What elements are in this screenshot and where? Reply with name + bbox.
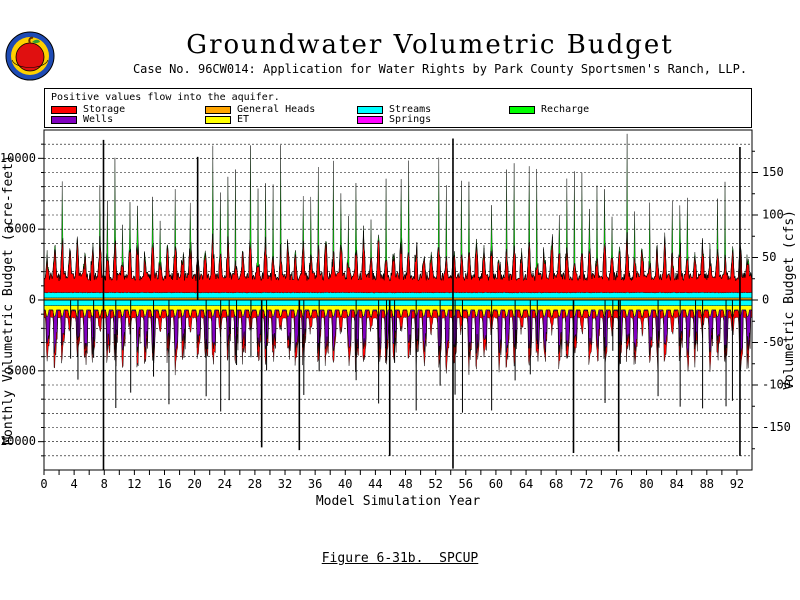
legend-heading: Positive values flow into the aquifer.: [51, 92, 280, 103]
x-tick-label: 60: [489, 477, 503, 491]
x-tick-label: 12: [127, 477, 141, 491]
y-axis-label: Monthly Volumetric Budget (acre-feet): [1, 155, 16, 445]
x-tick-label: 16: [157, 477, 171, 491]
legend-label-streams: Streams: [389, 104, 432, 115]
x-axis-label: Model Simulation Year: [316, 494, 481, 509]
y-tick-label: -10000: [0, 434, 36, 448]
x-tick-label: 8: [101, 477, 108, 491]
x-tick-label: 84: [669, 477, 683, 491]
x-tick-label: 40: [338, 477, 352, 491]
y-tick-label: 0: [29, 293, 36, 307]
x-tick-label: 92: [730, 477, 744, 491]
figure-caption-text: Figure 6-31b. SPCUP: [321, 551, 479, 566]
legend-label-storage: Storage: [83, 104, 126, 115]
legend-swatch-general-heads: [205, 105, 231, 114]
legend-swatch-storage: [51, 105, 77, 114]
legend-label-recharge: Recharge: [541, 104, 590, 115]
y2-tick-label: 100: [762, 208, 784, 222]
legend-swatch-recharge: [509, 105, 535, 114]
axes: 0 4 8 12 16 20 24 28 32 36 40 44 48 52 56 60 64 68 72 76 80 8…: [0, 129, 797, 509]
x-tick-label: 80: [639, 477, 653, 491]
legend-swatch-streams: [357, 105, 383, 114]
x-tick-label: 76: [609, 477, 623, 491]
x-tick-label: 52: [428, 477, 442, 491]
legend-item-recharge: Recharge: [509, 104, 589, 115]
x-tick-label: 36: [308, 477, 322, 491]
x-tick-label: 4: [71, 477, 78, 491]
x-tick-label: 88: [700, 477, 714, 491]
legend-swatch-wells: [51, 115, 77, 124]
legend-label-et: ET: [237, 114, 250, 125]
x-tick-label: 68: [549, 477, 563, 491]
x-tick-label: 28: [248, 477, 262, 491]
area-streams-in: [43, 291, 753, 299]
y2-tick-label: 0: [762, 293, 769, 307]
x-tick-label: 0: [40, 477, 47, 491]
x-tick-label: 20: [187, 477, 201, 491]
y2-tick-label: -150: [762, 420, 791, 434]
y2-axis-label: Volumetric Budget (cfs): [782, 210, 797, 390]
legend-item-general-heads: General Heads: [205, 104, 315, 115]
x-tick-label: 56: [459, 477, 473, 491]
area-storage-in: [43, 230, 753, 294]
area-streams-out: [43, 299, 753, 306]
figure-caption: Figure 6-31b. SPCUP: [0, 551, 800, 566]
chart-subtitle: Case No. 96CW014: Application for Water …: [132, 62, 748, 76]
legend-item-storage: Storage: [51, 104, 125, 115]
legend-swatch-et: [205, 115, 231, 124]
legend-item-streams: Streams: [357, 104, 431, 115]
x-tick-label: 48: [398, 477, 412, 491]
y2-tick-label: -100: [762, 378, 791, 392]
legend-label-wells: Wells: [83, 114, 114, 125]
legend-item-et: ET: [205, 114, 249, 125]
legend-item-wells: Wells: [51, 114, 113, 125]
y2-tick-label: 50: [762, 250, 776, 264]
x-tick-label: 64: [519, 477, 533, 491]
y-tick-label: 5000: [7, 222, 36, 236]
x-tick-label: 72: [579, 477, 593, 491]
chart-title: Groundwater Volumetric Budget: [186, 30, 674, 60]
plot-area: [43, 133, 753, 470]
legend-label-general-heads: General Heads: [237, 104, 316, 115]
x-tick-label: 44: [368, 477, 382, 491]
legend-item-springs: Springs: [357, 114, 431, 125]
apple-logo-icon: [5, 31, 55, 81]
y-tick-label: 10000: [0, 151, 36, 165]
legend-label-springs: Springs: [389, 114, 432, 125]
x-tick-label: 32: [278, 477, 292, 491]
y-tick-label: -5000: [0, 363, 36, 377]
legend: Positive values flow into the aquifer. S…: [44, 88, 752, 128]
x-tick-label: 24: [218, 477, 232, 491]
area-recharge: [43, 133, 753, 282]
y2-tick-label: 150: [762, 165, 784, 179]
legend-swatch-springs: [357, 115, 383, 124]
y2-tick-label: -50: [762, 335, 784, 349]
